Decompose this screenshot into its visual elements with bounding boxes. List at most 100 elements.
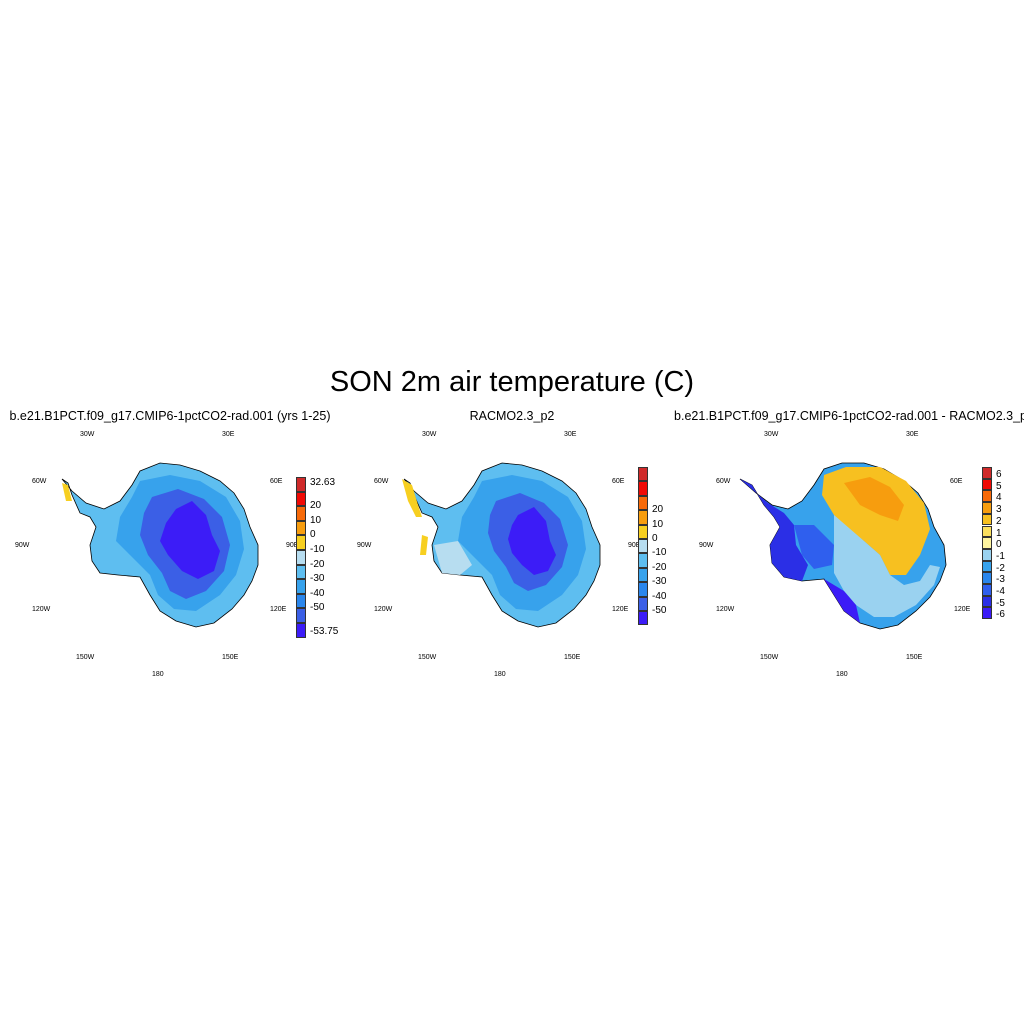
colorbar-cell bbox=[296, 579, 306, 594]
lon-label: 60E bbox=[270, 478, 283, 485]
colorbar-cell bbox=[982, 537, 992, 549]
colorbar-label: -3 bbox=[996, 574, 1005, 586]
colorbar-label: -2 bbox=[996, 562, 1005, 574]
lon-label: 90E bbox=[286, 542, 299, 549]
lon-label: 90E bbox=[628, 542, 641, 549]
colorbar-label: 10 bbox=[310, 514, 322, 526]
lon-label: 60W bbox=[716, 478, 731, 485]
panel-model: b.e21.B1PCT.f09_g17.CMIP6-1pctCO2-rad.00… bbox=[0, 405, 340, 690]
colorbar-label: -30 bbox=[310, 573, 325, 585]
colorbar-cell bbox=[296, 608, 306, 623]
panel-title: RACMO2.3_p2 bbox=[469, 409, 555, 423]
colorbar-cell bbox=[982, 572, 992, 584]
colorbar-cell bbox=[296, 491, 306, 507]
colorbar-cell bbox=[296, 535, 306, 550]
lon-label: 120E bbox=[612, 606, 629, 613]
colorbar-label: 10 bbox=[652, 518, 664, 530]
lon-label: 150E bbox=[222, 654, 239, 661]
colorbar-cell bbox=[638, 539, 648, 554]
colorbar-label: 2 bbox=[996, 515, 1002, 527]
lon-label: 180 bbox=[152, 671, 164, 678]
colorbar-label: -50 bbox=[310, 602, 325, 614]
figure-title: SON 2m air temperature (C) bbox=[329, 366, 695, 398]
colorbar-cell bbox=[296, 477, 306, 492]
panel-title: b.e21.B1PCT.f09_g17.CMIP6-1pctCO2-rad.00… bbox=[9, 409, 331, 423]
lon-label: 30W bbox=[80, 431, 95, 438]
colorbar-cell bbox=[638, 596, 648, 611]
panel-difference: b.e21.B1PCT.f09_g17.CMIP6-1pctCO2-rad.00… bbox=[674, 405, 1024, 690]
colorbar-cell bbox=[638, 553, 648, 568]
colorbar-label: -10 bbox=[310, 544, 325, 555]
lon-label: 120W bbox=[374, 606, 393, 613]
colorbar-label: -1 bbox=[996, 550, 1005, 562]
colorbar-cell bbox=[296, 506, 306, 521]
coast-warm-strip bbox=[420, 535, 428, 555]
colorbar-cell bbox=[638, 567, 648, 583]
colorbar-label: 4 bbox=[996, 492, 1002, 504]
colorbar-label: -6 bbox=[996, 609, 1005, 621]
lon-label: 30E bbox=[222, 431, 235, 438]
ice-shelf-light bbox=[434, 541, 472, 575]
colorbar-cell bbox=[982, 595, 992, 608]
antarctica-interior-min bbox=[508, 507, 556, 575]
panel-title: b.e21.B1PCT.f09_g17.CMIP6-1pctCO2-rad.00… bbox=[674, 409, 1024, 423]
lon-label: 180 bbox=[494, 671, 506, 678]
colorbar-label: 0 bbox=[996, 539, 1002, 551]
colorbar-cell bbox=[296, 520, 306, 536]
antarctica-map bbox=[61, 462, 259, 628]
lon-label: 120W bbox=[716, 606, 735, 613]
lon-label: 90W bbox=[357, 542, 372, 549]
warm-core bbox=[844, 477, 904, 521]
lon-label: 60W bbox=[374, 478, 389, 485]
lon-label: 90W bbox=[699, 542, 714, 549]
cold-interior bbox=[794, 525, 834, 569]
colorbar-label: 20 bbox=[310, 500, 322, 512]
colorbar-label: 32.63 bbox=[310, 477, 336, 488]
colorbar-label: 20 bbox=[652, 504, 664, 516]
colorbar-label: -53.75 bbox=[310, 625, 339, 637]
colorbar-label: -20 bbox=[652, 561, 667, 573]
lon-label: 150E bbox=[564, 654, 581, 661]
colorbar-cell bbox=[296, 550, 306, 565]
cold-west bbox=[740, 479, 808, 581]
lon-label: 60E bbox=[612, 478, 625, 485]
antarctica-map bbox=[402, 462, 601, 628]
colorbar-cell bbox=[638, 495, 648, 511]
mild-band bbox=[834, 515, 940, 617]
colorbar-cell bbox=[638, 510, 648, 525]
lon-label: 60E bbox=[950, 478, 963, 485]
colorbar-cell bbox=[982, 478, 992, 491]
peninsula-warm bbox=[402, 479, 422, 517]
lon-label: 90W bbox=[15, 542, 30, 549]
cold-ross bbox=[824, 579, 860, 623]
colorbar-cell bbox=[638, 582, 648, 597]
lon-label: 30W bbox=[764, 431, 779, 438]
lon-label: 30W bbox=[422, 431, 437, 438]
colorbar-cell bbox=[982, 548, 992, 561]
colorbar-cell bbox=[638, 524, 648, 539]
panel-racmo: RACMO2.3_p2 30W 30E 60W 60E 90W 90E 120W… bbox=[342, 405, 682, 690]
colorbar-cell bbox=[296, 623, 306, 638]
colorbar-cell bbox=[982, 525, 992, 538]
lon-label: 120E bbox=[270, 606, 287, 613]
lon-label: 30E bbox=[906, 431, 919, 438]
colorbar-label: 3 bbox=[996, 504, 1002, 516]
colorbar-cell bbox=[982, 560, 992, 573]
colorbar-label: -40 bbox=[652, 590, 667, 602]
colorbar-cell bbox=[638, 481, 648, 496]
colorbar-cell bbox=[296, 564, 306, 580]
warm-east-region bbox=[822, 467, 930, 575]
lon-label: 120W bbox=[32, 606, 51, 613]
colorbar-label: 6 bbox=[996, 469, 1002, 480]
lon-label: 150E bbox=[906, 654, 923, 661]
colorbar-cell bbox=[982, 490, 992, 503]
colorbar-cell bbox=[982, 502, 992, 514]
colorbar-label: -20 bbox=[310, 558, 325, 570]
lon-label: 180 bbox=[836, 671, 848, 678]
lon-label: 60W bbox=[32, 478, 47, 485]
colorbar-cell bbox=[638, 611, 648, 626]
colorbar-label: 0 bbox=[652, 533, 658, 544]
colorbar-label: -4 bbox=[996, 586, 1005, 597]
colorbar-cell bbox=[982, 607, 992, 620]
colorbar-cell bbox=[982, 513, 992, 526]
